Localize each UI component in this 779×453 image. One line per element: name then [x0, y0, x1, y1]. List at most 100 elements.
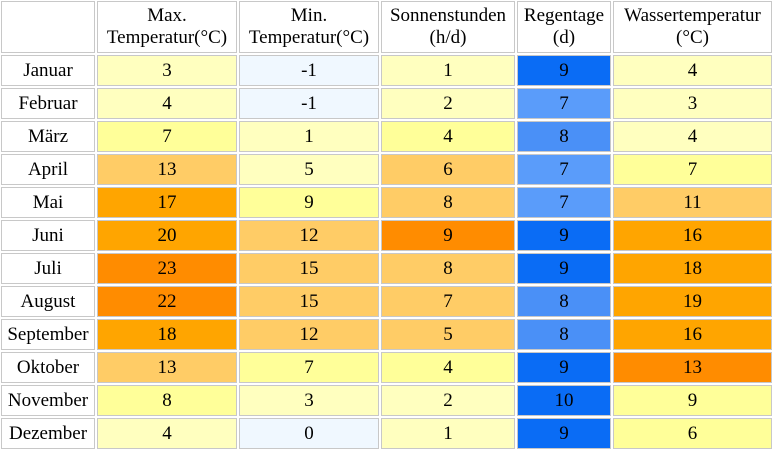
- table-row: November 8 3 2 10 9: [1, 385, 772, 416]
- month-cell: August: [1, 286, 95, 317]
- sunshine-cell: 4: [381, 121, 515, 152]
- table-row: April 13 5 6 7 7: [1, 154, 772, 185]
- water-temp-cell: 16: [613, 220, 772, 251]
- sunshine-cell: 2: [381, 385, 515, 416]
- max-temp-cell: 4: [97, 418, 237, 449]
- sunshine-cell: 4: [381, 352, 515, 383]
- min-temp-cell: 15: [239, 253, 379, 284]
- water-temp-cell: 16: [613, 319, 772, 350]
- header-sunshine-line2: (h/d): [429, 27, 467, 48]
- table-row: Februar 4 -1 2 7 3: [1, 88, 772, 119]
- min-temp-cell: 5: [239, 154, 379, 185]
- table-row: Mai 17 9 8 7 11: [1, 187, 772, 218]
- table-row: Januar 3 -1 1 9 4: [1, 55, 772, 86]
- water-temp-cell: 6: [613, 418, 772, 449]
- rain-days-cell: 8: [517, 286, 611, 317]
- min-temp-cell: 15: [239, 286, 379, 317]
- month-cell: April: [1, 154, 95, 185]
- header-min-temp: Min. Temperatur(°C): [239, 1, 379, 53]
- table-row: Juni 20 12 9 9 16: [1, 220, 772, 251]
- header-rain-days-line2: (d): [552, 27, 576, 48]
- header-corner: [1, 1, 95, 53]
- water-temp-cell: 4: [613, 55, 772, 86]
- rain-days-cell: 9: [517, 220, 611, 251]
- max-temp-cell: 7: [97, 121, 237, 152]
- month-cell: März: [1, 121, 95, 152]
- min-temp-cell: 12: [239, 319, 379, 350]
- table-header: Max. Temperatur(°C) Min. Temperatur(°C) …: [1, 1, 772, 53]
- month-cell: Juli: [1, 253, 95, 284]
- month-cell: Mai: [1, 187, 95, 218]
- sunshine-cell: 5: [381, 319, 515, 350]
- water-temp-cell: 7: [613, 154, 772, 185]
- water-temp-cell: 18: [613, 253, 772, 284]
- header-water-temp: Wassertemperatur (°C): [613, 1, 772, 53]
- sunshine-cell: 2: [381, 88, 515, 119]
- table-body: Januar 3 -1 1 9 4 Februar 4 -1 2 7 3 März 7 1 4 8 4 April 1…: [1, 55, 772, 449]
- min-temp-cell: -1: [239, 55, 379, 86]
- table-row: Oktober 13 7 4 9 13: [1, 352, 772, 383]
- min-temp-cell: 12: [239, 220, 379, 251]
- sunshine-cell: 8: [381, 253, 515, 284]
- water-temp-cell: 11: [613, 187, 772, 218]
- rain-days-cell: 7: [517, 187, 611, 218]
- table-row: Juli 23 15 8 9 18: [1, 253, 772, 284]
- min-temp-cell: 3: [239, 385, 379, 416]
- header-max-temp-line2: Temperatur(°C): [106, 27, 228, 48]
- table-row: März 7 1 4 8 4: [1, 121, 772, 152]
- rain-days-cell: 7: [517, 154, 611, 185]
- header-water-temp-line2: (°C): [676, 27, 709, 48]
- water-temp-cell: 4: [613, 121, 772, 152]
- max-temp-cell: 20: [97, 220, 237, 251]
- rain-days-cell: 8: [517, 121, 611, 152]
- header-row: Max. Temperatur(°C) Min. Temperatur(°C) …: [1, 1, 772, 53]
- header-sunshine-line1: Sonnenstunden: [389, 5, 507, 26]
- water-temp-cell: 9: [613, 385, 772, 416]
- header-min-temp-line2: Temperatur(°C): [248, 27, 370, 48]
- min-temp-cell: 0: [239, 418, 379, 449]
- month-cell: Juni: [1, 220, 95, 251]
- max-temp-cell: 3: [97, 55, 237, 86]
- header-sunshine: Sonnenstunden (h/d): [381, 1, 515, 53]
- header-max-temp-line1: Max.: [147, 5, 187, 26]
- max-temp-cell: 13: [97, 352, 237, 383]
- table-row: September 18 12 5 8 16: [1, 319, 772, 350]
- month-cell: Januar: [1, 55, 95, 86]
- rain-days-cell: 9: [517, 55, 611, 86]
- water-temp-cell: 19: [613, 286, 772, 317]
- water-temp-cell: 3: [613, 88, 772, 119]
- month-cell: Dezember: [1, 418, 95, 449]
- max-temp-cell: 22: [97, 286, 237, 317]
- month-cell: Oktober: [1, 352, 95, 383]
- max-temp-cell: 18: [97, 319, 237, 350]
- month-cell: Februar: [1, 88, 95, 119]
- rain-days-cell: 9: [517, 352, 611, 383]
- sunshine-cell: 8: [381, 187, 515, 218]
- min-temp-cell: 7: [239, 352, 379, 383]
- header-water-temp-line1: Wassertemperatur: [624, 5, 761, 26]
- min-temp-cell: 9: [239, 187, 379, 218]
- header-max-temp: Max. Temperatur(°C): [97, 1, 237, 53]
- rain-days-cell: 8: [517, 319, 611, 350]
- min-temp-cell: -1: [239, 88, 379, 119]
- max-temp-cell: 4: [97, 88, 237, 119]
- rain-days-cell: 9: [517, 253, 611, 284]
- max-temp-cell: 13: [97, 154, 237, 185]
- header-min-temp-line1: Min.: [290, 5, 328, 26]
- sunshine-cell: 1: [381, 55, 515, 86]
- rain-days-cell: 7: [517, 88, 611, 119]
- max-temp-cell: 8: [97, 385, 237, 416]
- sunshine-cell: 9: [381, 220, 515, 251]
- month-cell: November: [1, 385, 95, 416]
- sunshine-cell: 1: [381, 418, 515, 449]
- min-temp-cell: 1: [239, 121, 379, 152]
- sunshine-cell: 7: [381, 286, 515, 317]
- header-rain-days: Regentage (d): [517, 1, 611, 53]
- table-row: August 22 15 7 8 19: [1, 286, 772, 317]
- sunshine-cell: 6: [381, 154, 515, 185]
- table-row: Dezember 4 0 1 9 6: [1, 418, 772, 449]
- month-cell: September: [1, 319, 95, 350]
- rain-days-cell: 10: [517, 385, 611, 416]
- header-rain-days-line1: Regentage: [523, 5, 605, 26]
